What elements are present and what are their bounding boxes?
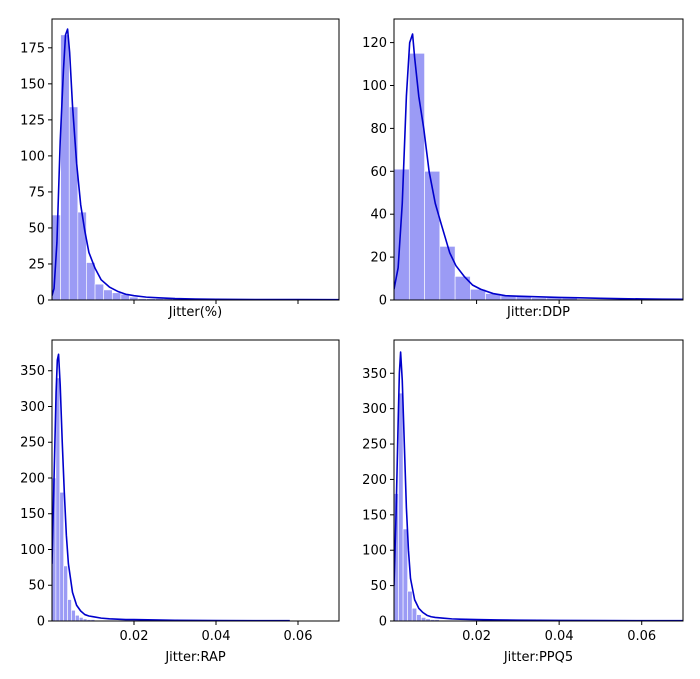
x-axis-label: Jitter:DDP bbox=[506, 305, 570, 320]
histogram-bar bbox=[68, 106, 79, 300]
y-tick-label: 300 bbox=[362, 402, 387, 417]
histogram-bar bbox=[71, 609, 76, 621]
y-tick-label: 25 bbox=[28, 257, 45, 272]
histogram-bar bbox=[86, 262, 96, 300]
y-tick-label: 250 bbox=[20, 436, 45, 451]
y-tick-label: 0 bbox=[37, 615, 45, 630]
y-tick-label: 350 bbox=[20, 364, 45, 379]
y-tick-label: 100 bbox=[20, 543, 45, 558]
plot-area bbox=[52, 353, 290, 621]
y-tick-label: 75 bbox=[28, 185, 45, 200]
histogram-bar bbox=[59, 491, 64, 621]
x-tick-label: 0.02 bbox=[120, 629, 149, 644]
y-tick-label: 80 bbox=[370, 122, 387, 137]
histogram-bar bbox=[63, 565, 68, 621]
y-tick-label: 200 bbox=[20, 471, 45, 486]
y-tick-label: 150 bbox=[20, 77, 45, 92]
y-tick-label: 20 bbox=[370, 251, 387, 266]
x-tick-label: 0.04 bbox=[545, 629, 574, 644]
subplot-4: 0 50 100 150 200 250 300 350 0.02 0.04 0.06 Jitter:… bbox=[362, 339, 684, 665]
y-tick-label: 100 bbox=[362, 79, 387, 94]
histogram-bar bbox=[60, 34, 70, 300]
y-tick-label: 150 bbox=[20, 507, 45, 522]
histogram-bar bbox=[94, 283, 104, 300]
histogram-bar bbox=[111, 292, 122, 300]
histogram-bar bbox=[398, 392, 404, 621]
histogram-bar bbox=[103, 289, 113, 300]
x-axis-label: Jitter:RAP bbox=[164, 650, 226, 665]
histogram-bar bbox=[55, 377, 61, 621]
y-tick-label: 300 bbox=[20, 400, 45, 415]
x-axis-label: Jitter:PPQ5 bbox=[503, 650, 573, 665]
x-tick-label: 0.06 bbox=[284, 629, 313, 644]
histogram-bar bbox=[420, 617, 427, 621]
subplot-3: 0 50 100 150 200 250 300 350 0.02 0.04 0.06 Jitter:… bbox=[20, 339, 340, 665]
y-tick-label: 350 bbox=[362, 367, 387, 382]
y-tick-label: 175 bbox=[20, 41, 45, 56]
y-tick-label: 50 bbox=[28, 221, 45, 236]
y-tick-label: 0 bbox=[379, 615, 387, 630]
histogram-bar bbox=[439, 246, 456, 300]
subplot-1: 0 25 50 75 100 125 150 175 Jitter(%) bbox=[20, 18, 340, 320]
y-tick-label: 125 bbox=[20, 113, 45, 128]
kde-line bbox=[394, 351, 683, 621]
plot-area bbox=[52, 28, 339, 300]
y-tick-label: 40 bbox=[370, 208, 387, 223]
histogram-bar bbox=[78, 617, 84, 621]
histogram-bar bbox=[408, 53, 425, 300]
histogram-bar bbox=[407, 590, 413, 621]
axes-frame bbox=[393, 18, 684, 301]
histogram-bar bbox=[77, 211, 87, 300]
x-tick-label: 0.04 bbox=[202, 629, 231, 644]
plot-area bbox=[394, 351, 683, 621]
axes-frame bbox=[393, 339, 684, 622]
plot-area bbox=[394, 33, 683, 300]
y-tick-label: 60 bbox=[370, 165, 387, 180]
axes-frame bbox=[51, 18, 340, 301]
kde-line bbox=[52, 28, 339, 300]
y-tick-label: 200 bbox=[362, 473, 387, 488]
axes-frame bbox=[51, 339, 340, 622]
y-tick-label: 50 bbox=[370, 579, 387, 594]
histogram-bar bbox=[411, 607, 418, 621]
histogram-bar bbox=[402, 528, 408, 621]
y-tick-label: 0 bbox=[37, 294, 45, 309]
y-tick-label: 120 bbox=[362, 36, 387, 51]
x-axis-label: Jitter(%) bbox=[168, 305, 222, 320]
y-tick-label: 150 bbox=[362, 508, 387, 523]
y-tick-label: 0 bbox=[379, 294, 387, 309]
y-tick-label: 250 bbox=[362, 438, 387, 453]
kde-line bbox=[52, 353, 290, 621]
x-tick-label: 0.02 bbox=[462, 629, 491, 644]
subplot-2: 0 20 40 60 80 100 120 Jitter:DDP bbox=[362, 18, 684, 320]
histogram-bar bbox=[75, 614, 80, 621]
histogram-bar bbox=[416, 614, 422, 621]
y-tick-label: 100 bbox=[20, 149, 45, 164]
histogram-bar bbox=[67, 599, 72, 621]
y-tick-label: 50 bbox=[28, 579, 45, 594]
x-tick-label: 0.06 bbox=[627, 629, 656, 644]
y-tick-label: 100 bbox=[362, 544, 387, 559]
kde-line bbox=[394, 33, 683, 300]
